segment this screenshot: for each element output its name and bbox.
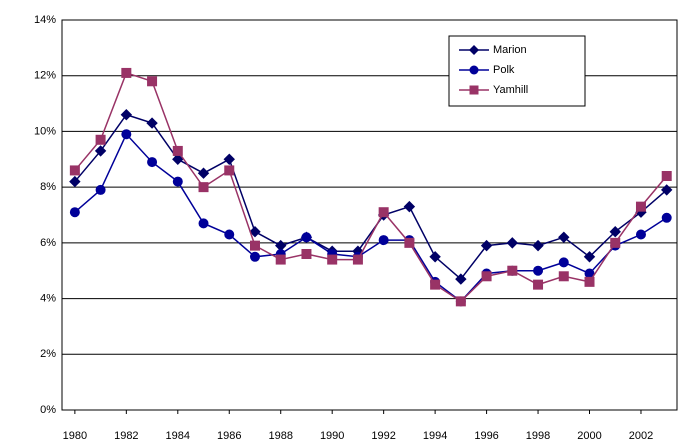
marker [635, 229, 646, 240]
x-tick-label: 1998 [526, 430, 550, 442]
marker [403, 200, 416, 213]
marker [378, 235, 389, 246]
marker [69, 207, 80, 218]
marker [147, 76, 158, 87]
marker [609, 226, 621, 238]
marker [275, 254, 286, 265]
x-tick-label: 1988 [268, 430, 292, 442]
legend-label: Marion [493, 44, 527, 56]
y-tick-label: 2% [40, 348, 56, 360]
marker [198, 218, 209, 229]
marker [378, 207, 389, 218]
x-tick-label: 1980 [63, 430, 87, 442]
y-tick-label: 4% [40, 292, 56, 304]
x-tick-label: 1990 [320, 430, 344, 442]
y-tick-label: 6% [40, 237, 56, 249]
y-tick-label: 14% [34, 14, 56, 26]
marker [301, 249, 312, 259]
x-tick-label: 1996 [474, 430, 498, 442]
marker [481, 271, 492, 282]
x-tick-label: 1986 [217, 430, 241, 442]
marker [610, 237, 621, 248]
x-tick-label: 1982 [114, 430, 138, 442]
marker [249, 251, 260, 262]
y-tick-label: 8% [40, 181, 56, 193]
marker [429, 251, 441, 263]
marker [533, 279, 544, 290]
legend-marker [469, 85, 479, 95]
marker [95, 134, 106, 145]
marker [661, 212, 672, 223]
x-tick-label: 2002 [629, 430, 653, 442]
marker [430, 279, 441, 290]
marker [172, 153, 184, 165]
marker [121, 129, 132, 140]
marker [120, 109, 133, 121]
marker [94, 145, 107, 157]
marker [121, 67, 132, 78]
y-tick-label: 10% [34, 125, 56, 137]
marker [327, 254, 338, 265]
marker [197, 167, 210, 179]
marker [95, 184, 106, 195]
marker [455, 273, 467, 285]
legend-marker [469, 65, 479, 75]
x-tick-label: 1984 [166, 430, 190, 442]
marker [480, 239, 493, 252]
marker [558, 257, 569, 268]
marker [224, 165, 235, 176]
marker [69, 175, 81, 188]
y-tick-label: 0% [40, 404, 56, 416]
marker [301, 232, 312, 243]
marker [147, 157, 158, 168]
marker [249, 240, 260, 251]
legend-marker [469, 45, 479, 55]
marker [455, 296, 466, 307]
x-tick-label: 1994 [423, 430, 447, 442]
marker [404, 237, 415, 248]
marker [558, 231, 570, 243]
marker [146, 117, 158, 129]
marker [224, 229, 235, 240]
x-tick-label: 2000 [577, 430, 601, 442]
marker [558, 271, 569, 282]
marker [172, 145, 183, 156]
marker [507, 265, 518, 276]
marker [533, 265, 544, 276]
marker [172, 176, 183, 187]
legend-label: Yamhill [493, 84, 528, 96]
marker [660, 184, 673, 196]
marker [506, 237, 519, 249]
marker [69, 165, 80, 176]
x-tick-label: 1992 [371, 430, 395, 442]
marker [661, 171, 672, 181]
marker [532, 239, 544, 252]
marker [584, 276, 595, 287]
y-tick-label: 12% [34, 70, 56, 82]
marker [352, 254, 363, 265]
marker [198, 182, 209, 193]
marker [223, 153, 235, 165]
legend-label: Polk [493, 64, 515, 76]
marker [583, 251, 596, 263]
marker [635, 201, 646, 212]
marker [249, 226, 261, 238]
